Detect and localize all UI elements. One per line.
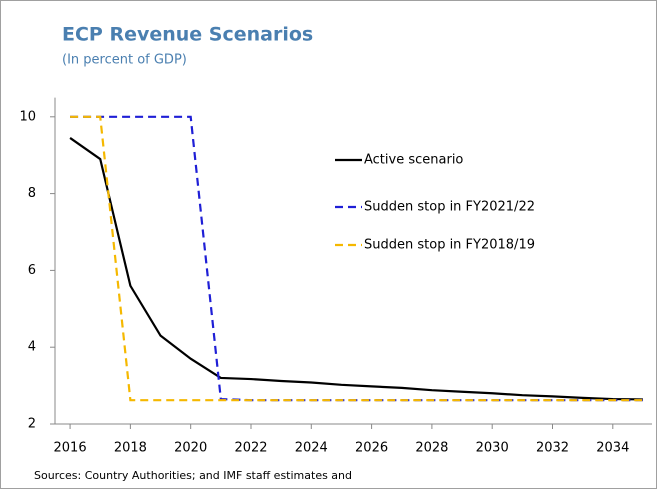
x-tick-label: 2020 xyxy=(174,441,207,456)
y-tick-label: 10 xyxy=(19,109,36,124)
legend-label: Sudden stop in FY2018/19 xyxy=(364,238,535,253)
series-line xyxy=(70,115,643,402)
series-line xyxy=(69,137,643,401)
legend-label: Active scenario xyxy=(364,153,463,168)
x-tick-label: 2028 xyxy=(415,441,448,456)
legend-label: Sudden stop in FY2021/22 xyxy=(364,200,535,215)
x-tick-label: 2034 xyxy=(596,441,629,456)
x-tick-label: 2030 xyxy=(476,441,509,456)
x-tick-label: 2032 xyxy=(536,441,569,456)
y-tick-label: 6 xyxy=(28,263,36,278)
y-tick-label: 2 xyxy=(28,417,36,432)
source-note: Sources: Country Authorities; and IMF st… xyxy=(34,469,352,482)
x-tick-label: 2024 xyxy=(295,441,328,456)
chart-subtitle: (In percent of GDP) xyxy=(62,53,187,68)
x-tick-label: 2026 xyxy=(355,441,388,456)
x-tick-label: 2018 xyxy=(114,441,147,456)
y-tick-label: 8 xyxy=(28,186,36,201)
chart-title: ECP Revenue Scenarios xyxy=(62,24,313,46)
x-tick-label: 2016 xyxy=(54,441,87,456)
y-tick-label: 4 xyxy=(28,340,36,355)
x-tick-label: 2022 xyxy=(234,441,267,456)
